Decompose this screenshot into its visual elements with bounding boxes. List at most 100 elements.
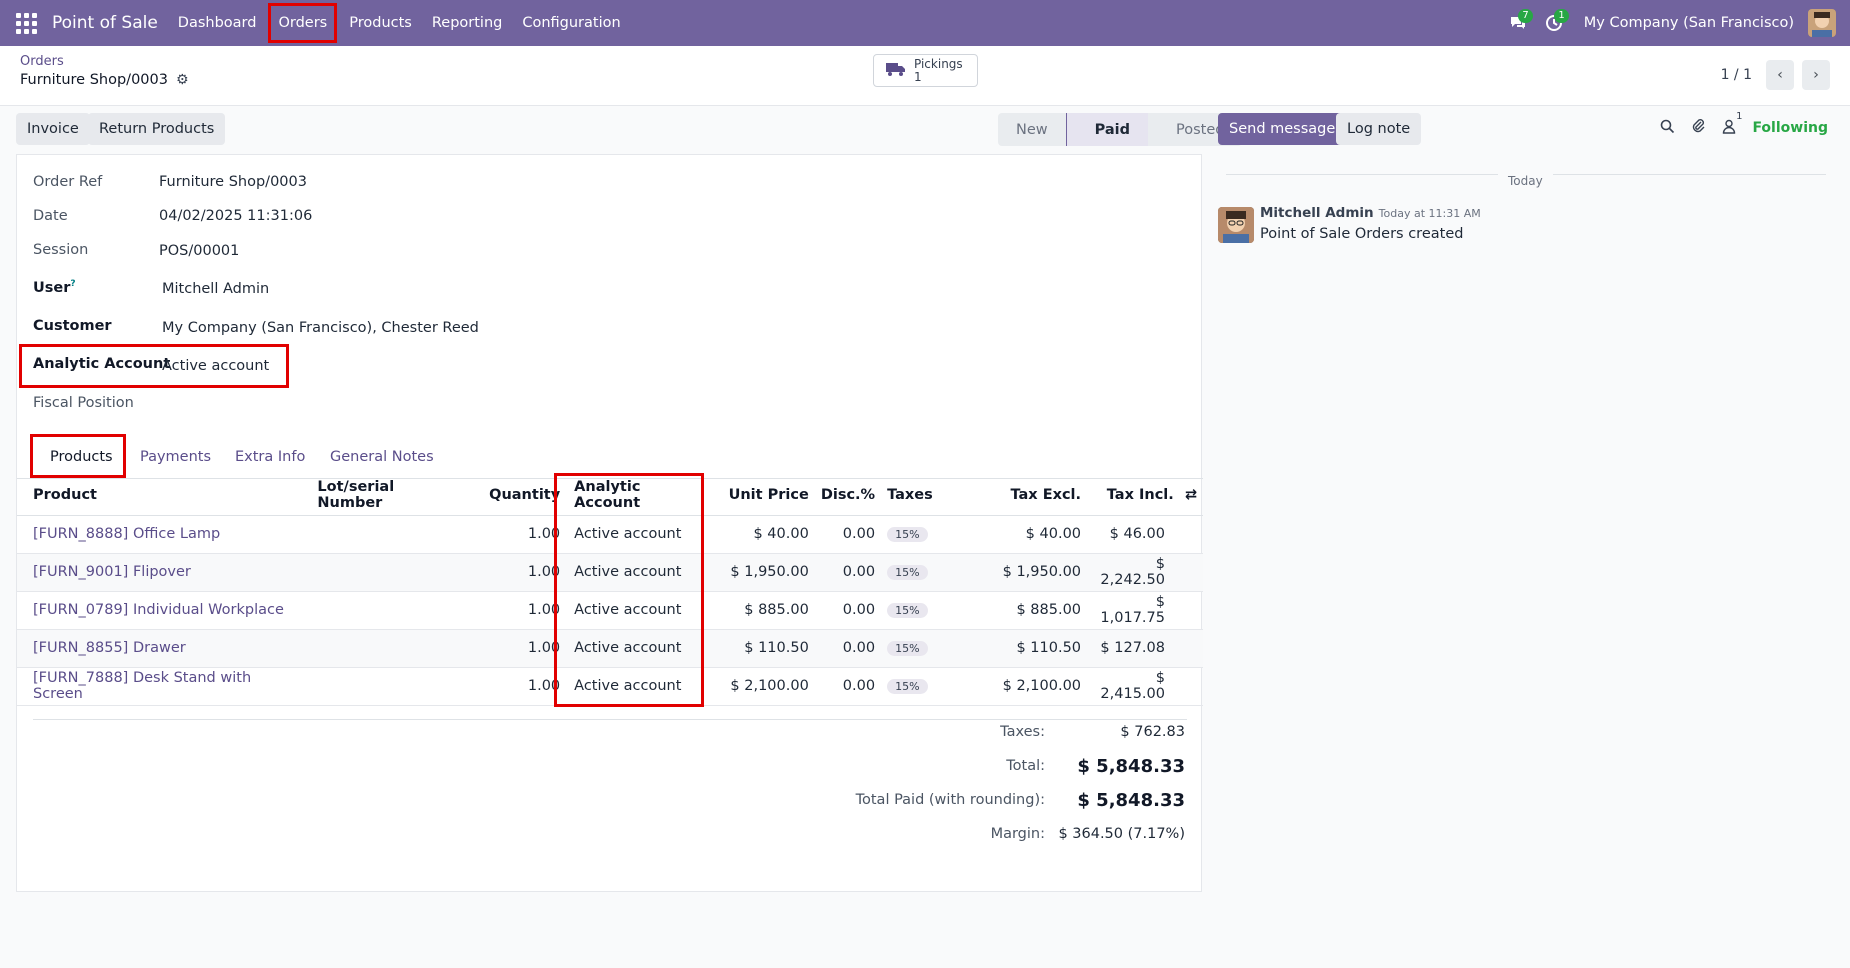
highlight-products-tab [30, 434, 126, 478]
user-avatar[interactable] [1808, 9, 1836, 37]
tab-payments[interactable]: Payments [140, 449, 212, 465]
excl-cell: $ 1,950.00 [970, 553, 1088, 592]
paperclip-icon[interactable] [1691, 118, 1706, 138]
product-link[interactable]: [FURN_7888] Desk Stand with Screen [33, 670, 252, 702]
search-icon[interactable] [1660, 119, 1675, 138]
chatter-tools: 1 Following [1660, 111, 1828, 138]
col-analytic-account[interactable]: Analytic Account [566, 475, 716, 516]
order-ref-label: Order Ref [33, 174, 103, 190]
table-row[interactable]: [FURN_7888] Desk Stand with Screen 1.00 … [17, 667, 1203, 706]
company-switcher[interactable]: My Company (San Francisco) [1583, 15, 1794, 31]
price-cell: $ 110.50 [715, 629, 815, 668]
apps-menu-icon[interactable] [0, 0, 52, 46]
message-author-avatar[interactable] [1218, 207, 1254, 243]
col-product[interactable]: Product [17, 475, 312, 516]
total-label: Total: [1006, 758, 1045, 774]
col-tax-incl[interactable]: Tax Incl. ⇄ [1087, 475, 1203, 516]
analytic-cell: Active account [566, 515, 716, 554]
tab-extra-info[interactable]: Extra Info [235, 449, 306, 465]
table-row[interactable]: [FURN_8855] Drawer 1.00 Active account $… [17, 629, 1203, 668]
margin-label: Margin: [990, 826, 1045, 842]
col-quantity[interactable]: Quantity [462, 475, 567, 516]
product-link[interactable]: [FURN_0789] Individual Workplace [33, 602, 284, 618]
invoice-button[interactable]: Invoice [16, 113, 90, 145]
pickings-smart-button[interactable]: Pickings 1 [873, 54, 978, 87]
highlight-analytic-column [554, 473, 704, 707]
col-unit-price[interactable]: Unit Price [715, 475, 815, 516]
disc-cell: 0.00 [814, 629, 882, 668]
menu-orders[interactable]: Orders [268, 3, 338, 43]
messages-icon[interactable]: 7 [1500, 0, 1536, 46]
analytic-account-value[interactable]: Active account [162, 358, 270, 374]
customer-value[interactable]: My Company (San Francisco), Chester Reed [162, 320, 479, 336]
return-products-button[interactable]: Return Products [88, 113, 226, 145]
lot-cell [311, 629, 463, 668]
breadcrumb-orders[interactable]: Orders [20, 54, 64, 69]
incl-cell: $ 46.00 [1087, 515, 1203, 554]
menu-products[interactable]: Products [349, 15, 412, 31]
followers-icon[interactable]: 1 [1722, 111, 1742, 138]
col-tax-excl[interactable]: Tax Excl. [970, 475, 1088, 516]
incl-cell: $ 1,017.75 [1087, 591, 1203, 630]
totals-summary: Taxes: $ 762.83 Total: $ 5,848.33 Total Pa… [785, 715, 1185, 851]
lot-cell [311, 515, 463, 554]
following-button[interactable]: Following [1752, 120, 1828, 136]
pager-value[interactable]: 1 / 1 [1720, 67, 1752, 83]
tab-products[interactable]: Products [50, 449, 113, 465]
tax-badge: 15% [887, 641, 928, 656]
lot-cell [311, 553, 463, 592]
chevron-right-icon[interactable]: › [1802, 60, 1830, 90]
menu-dashboard[interactable]: Dashboard [177, 15, 257, 31]
total-value: $ 5,848.33 [1077, 755, 1185, 777]
product-link[interactable]: [FURN_9001] Flipover [33, 564, 191, 580]
taxes-label: Taxes: [1000, 724, 1045, 740]
user-value[interactable]: Mitchell Admin [162, 281, 270, 297]
date-label: Date [33, 208, 68, 224]
control-panel: Orders Furniture Shop/0003 ⚙ Pickings 1 … [0, 46, 1850, 106]
chevron-left-icon[interactable]: ‹ [1766, 60, 1794, 90]
taxes-value: $ 762.83 [1120, 724, 1185, 740]
activities-icon[interactable]: 1 [1536, 0, 1572, 46]
disc-cell: 0.00 [814, 667, 882, 706]
table-row[interactable]: [FURN_9001] Flipover 1.00 Active account… [17, 553, 1203, 592]
lot-cell [311, 591, 463, 630]
send-message-button[interactable]: Send message [1218, 113, 1347, 145]
tax-badge: 15% [887, 565, 928, 580]
message-time: Today at 11:31 AM [1378, 207, 1481, 220]
status-paid[interactable]: Paid [1065, 113, 1149, 146]
top-navbar: Point of Sale Dashboard Orders Products … [0, 0, 1850, 46]
status-new[interactable]: New [998, 113, 1066, 146]
product-link[interactable]: [FURN_8888] Office Lamp [33, 526, 221, 542]
menu-reporting[interactable]: Reporting [431, 15, 503, 31]
col-taxes[interactable]: Taxes [881, 475, 971, 516]
col-lot-serial[interactable]: Lot/serial Number [311, 475, 463, 516]
qty-cell: 1.00 [462, 629, 567, 668]
gear-icon[interactable]: ⚙ [175, 72, 189, 88]
col-discount[interactable]: Disc.% [814, 475, 882, 516]
log-note-button[interactable]: Log note [1336, 113, 1422, 145]
incl-cell: $ 127.08 [1087, 629, 1203, 668]
truck-icon [886, 61, 906, 81]
app-name[interactable]: Point of Sale [52, 13, 158, 33]
pickings-count: 1 [914, 69, 922, 84]
help-icon[interactable]: ? [70, 279, 76, 289]
lot-cell [311, 667, 463, 706]
session-link[interactable]: POS/00001 [159, 243, 240, 259]
customer-label: Customer [33, 318, 112, 334]
analytic-cell: Active account [566, 591, 716, 630]
incl-cell: $ 2,415.00 [1087, 667, 1203, 706]
messages-badge: 7 [1518, 9, 1533, 23]
optional-columns-icon[interactable]: ⇄ [1184, 486, 1197, 503]
analytic-account-label: Analytic Account [33, 356, 171, 372]
menu-configuration[interactable]: Configuration [522, 15, 621, 31]
disc-cell: 0.00 [814, 591, 882, 630]
table-row[interactable]: [FURN_0789] Individual Workplace 1.00 Ac… [17, 591, 1203, 630]
table-row[interactable]: [FURN_8888] Office Lamp 1.00 Active acco… [17, 515, 1203, 554]
qty-cell: 1.00 [462, 591, 567, 630]
incl-cell: $ 2,242.50 [1087, 553, 1203, 592]
highlight-analytic-field [19, 344, 289, 388]
session-label: Session [33, 242, 89, 258]
message-author: Mitchell Admin Today at 11:31 AM [1260, 205, 1481, 221]
tab-general-notes[interactable]: General Notes [330, 449, 434, 465]
product-link[interactable]: [FURN_8855] Drawer [33, 640, 186, 656]
